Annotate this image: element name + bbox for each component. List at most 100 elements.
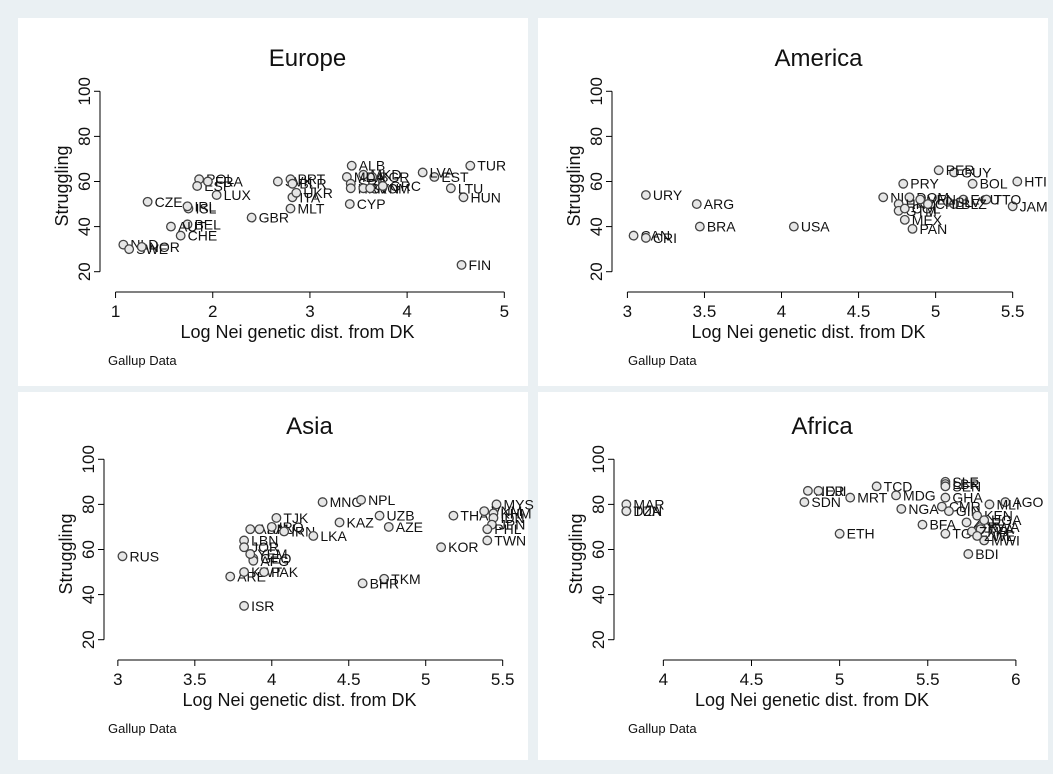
y-axis-label: Struggling [56,513,76,594]
point [279,526,290,537]
point [1012,176,1023,187]
point-label: CRI [653,230,677,246]
point-label: TUN [633,503,662,519]
point-label: FRA [215,173,244,189]
x-axis-label: Log Nei genetic dist. from DK [691,322,925,342]
x-tick-label: 5 [500,302,509,321]
point-label: BRA [707,219,736,235]
point [899,203,910,214]
point [308,531,319,541]
point [898,178,909,189]
note: Gallup Data [108,721,177,736]
point-label: SLV [955,194,981,210]
point-label: ZMB [979,523,1009,539]
point-label: UKR [303,185,333,201]
point [958,194,969,205]
point-label: PHL [494,521,521,537]
point-label: KAZ [347,514,375,530]
point-label: BGR [379,169,409,185]
point [272,176,283,187]
point [436,542,447,553]
point [961,517,972,528]
panel [18,392,528,760]
point-label: AZE [396,519,423,535]
point-label: CMR [949,499,981,515]
point-label: JPN [499,517,525,533]
point [192,181,203,191]
x-tick-label: 3 [623,302,632,321]
point [356,494,367,505]
point [907,223,918,234]
y-axis-label: Struggling [564,145,584,226]
point-label: MAR [633,496,664,512]
y-tick-label: 80 [587,127,606,146]
y-tick-label: 40 [79,585,98,604]
point [165,221,176,232]
point [967,178,978,189]
y-tick-label: 60 [75,172,94,191]
point [845,492,856,503]
panel-title: America [774,45,863,72]
y-tick-label: 40 [589,585,608,604]
x-axis-label: Log Nei genetic dist. from DK [695,690,929,710]
x-tick-label: 3.5 [183,670,207,689]
y-tick-label: 80 [75,127,94,146]
point [225,571,236,582]
point-label: GRC [390,178,421,194]
point [984,499,995,510]
point [896,503,907,514]
point-label: MLI [996,496,1019,512]
point-label: IDN [500,510,524,526]
point-label: ISR [251,598,274,614]
point-label: YEM [257,546,287,562]
point-label: JAM [1020,198,1048,214]
x-tick-label: 3 [305,302,314,321]
point-label: BFA [929,517,956,533]
point [377,181,388,191]
point [694,221,705,232]
point-label: ITA [299,189,320,205]
x-tick-label: 2 [208,302,217,321]
point [211,190,222,200]
point-label: FIN [469,257,492,273]
point-label: NOR [149,239,180,255]
point [936,501,947,512]
point [940,481,951,492]
point-label: LVA [430,164,455,180]
y-tick-label: 40 [587,217,606,236]
point [271,512,282,523]
point-label: MRT [857,490,888,506]
point-label: MDA [354,169,386,185]
y-tick-label: 80 [79,495,98,514]
point-label: PER [946,162,975,178]
point-label: GHA [952,490,983,506]
point [239,600,250,611]
point-label: GBR [259,210,289,226]
point [182,201,193,212]
point-label: USA [801,219,830,235]
y-tick-label: 20 [75,262,94,281]
point [621,506,632,517]
x-tick-label: 4.5 [740,670,764,689]
point [972,531,983,541]
point-label: PRY [910,176,939,192]
point [379,573,390,584]
point [259,567,270,577]
point [344,199,355,209]
x-tick-label: 4 [402,302,411,321]
point-label: BEL [194,216,221,232]
point [628,230,639,241]
point [640,232,651,243]
point-label: CHL [935,196,963,212]
point [374,510,385,521]
x-tick-label: 5.5 [1001,302,1025,321]
point [136,241,147,252]
note: Gallup Data [108,353,177,368]
point-label: TKM [391,571,421,587]
x-tick-label: 4 [267,670,276,689]
point-label: URY [653,187,683,203]
point [334,517,345,528]
note: Gallup Data [628,353,697,368]
x-tick-label: 5.5 [916,670,940,689]
point [287,178,298,189]
